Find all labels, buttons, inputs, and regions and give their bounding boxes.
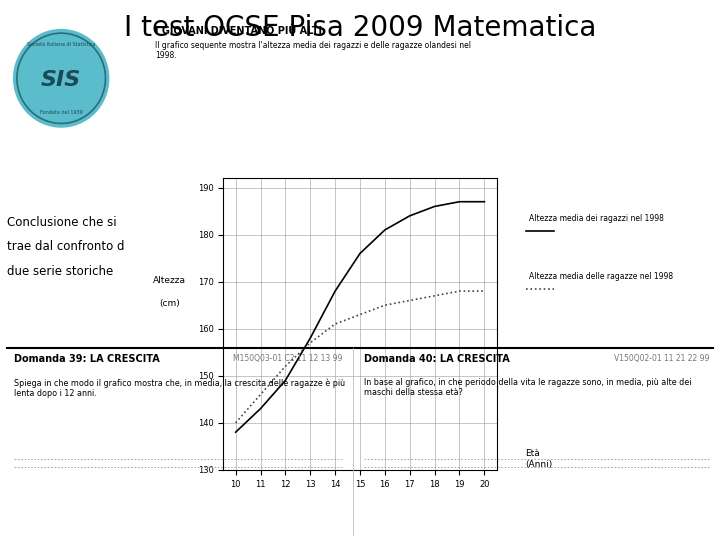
- Text: M150Q03-01 C2 11 12 13 99: M150Q03-01 C2 11 12 13 99: [233, 354, 342, 363]
- Text: I GIOVANI DIVENTANO PIÙ ALTI: I GIOVANI DIVENTANO PIÙ ALTI: [155, 26, 322, 36]
- Text: Altezza: Altezza: [153, 276, 186, 285]
- Text: Società Italiana di Statistica: Società Italiana di Statistica: [27, 42, 96, 47]
- Text: Altezza media delle ragazze nel 1998: Altezza media delle ragazze nel 1998: [529, 272, 673, 281]
- Text: Domanda 39: LA CRESCITA: Domanda 39: LA CRESCITA: [14, 354, 160, 364]
- Text: SIS: SIS: [41, 70, 81, 90]
- Text: Conclusione che si: Conclusione che si: [7, 216, 117, 229]
- Text: Spiega in che modo il grafico mostra che, in media, la crescita delle ragazze è : Spiega in che modo il grafico mostra che…: [14, 378, 346, 398]
- Ellipse shape: [14, 30, 109, 127]
- Text: I test OCSE Pisa 2009 Matematica: I test OCSE Pisa 2009 Matematica: [124, 14, 596, 42]
- Text: Altezza media dei ragazzi nel 1998: Altezza media dei ragazzi nel 1998: [529, 214, 664, 222]
- Text: (Anni): (Anni): [526, 460, 553, 469]
- Text: (cm): (cm): [159, 299, 179, 308]
- Text: In base al grafico, in che periodo della vita le ragazze sono, in media, più alt: In base al grafico, in che periodo della…: [364, 378, 691, 397]
- Text: due serie storiche: due serie storiche: [7, 265, 114, 278]
- Text: trae dal confronto d: trae dal confronto d: [7, 240, 125, 253]
- Text: V150Q02-01 11 21 22 99: V150Q02-01 11 21 22 99: [614, 354, 709, 363]
- Text: Domanda 40: LA CRESCITA: Domanda 40: LA CRESCITA: [364, 354, 509, 364]
- Text: Fondata nel 1939: Fondata nel 1939: [40, 110, 83, 114]
- Text: Il grafico sequente mostra l'altezza media dei ragazzi e delle ragazze olandesi : Il grafico sequente mostra l'altezza med…: [155, 40, 471, 60]
- Text: Età: Età: [526, 449, 540, 458]
